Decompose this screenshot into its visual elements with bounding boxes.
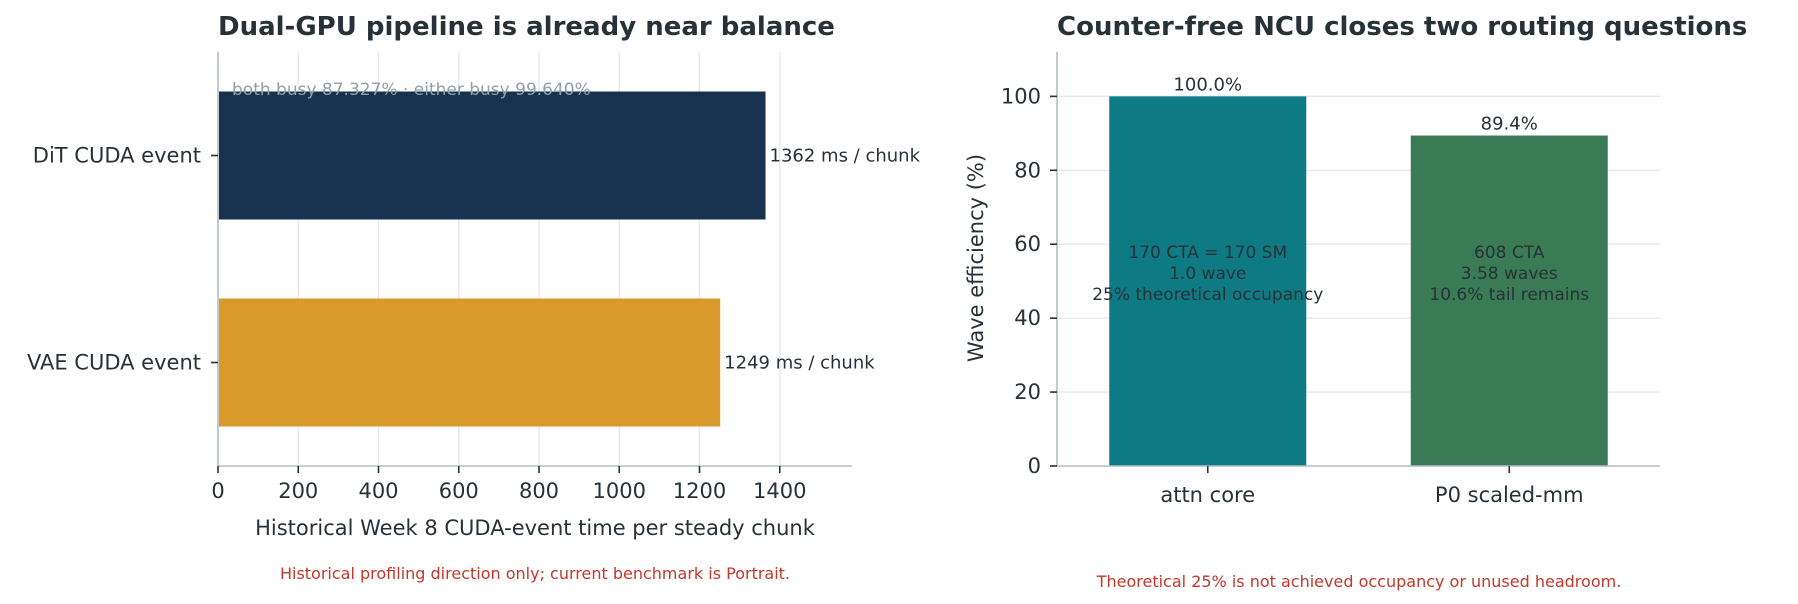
left-x-tick-label: 0 [211,479,224,503]
left-x-tick-label: 800 [519,479,559,503]
bar-value-label: 1362 ms / chunk [770,146,921,167]
busy-annotation: both busy 87.327% · either busy 99.640% [232,80,591,100]
right-y-tick-label: 60 [1014,232,1041,256]
left-y-tick-label: VAE CUDA event [27,351,201,375]
right-y-tick-label: 100 [1001,84,1041,108]
bar-value-label: 100.0% [1173,74,1242,95]
bar-dit [219,91,766,220]
bar-inner-label: 170 CTA = 170 SM [1128,243,1287,263]
bar-p0-scaled-mm [1410,135,1608,466]
left-x-tick-label: 1200 [673,479,726,503]
bar-value-label: 89.4% [1481,114,1538,135]
right-footnote: Theoretical 25% is not achieved occupanc… [1096,572,1622,591]
bar-inner-label: 10.6% tail remains [1429,285,1589,305]
left-chart-title: Dual-GPU pipeline is already near balanc… [218,12,835,42]
left-x-tick-label: 600 [439,479,479,503]
left-x-tick-label: 200 [278,479,318,503]
bar-inner-label: 1.0 wave [1169,264,1246,284]
left-x-axis-label: Historical Week 8 CUDA-event time per st… [255,516,816,540]
right-y-tick-label: 0 [1028,454,1041,478]
right-chart-title: Counter-free NCU closes two routing ques… [1057,12,1747,42]
bar-inner-label: 3.58 waves [1461,264,1558,284]
right-y-tick-label: 20 [1014,380,1041,404]
left-y-tick-label: DiT CUDA event [33,144,201,168]
bar-inner-label: 25% theoretical occupancy [1092,285,1323,305]
left-x-tick-label: 1400 [753,479,806,503]
left-x-tick-label: 400 [358,479,398,503]
right-x-tick-label: P0 scaled-mm [1435,483,1584,507]
right-y-tick-label: 80 [1014,158,1041,182]
right-chart: Counter-free NCU closes two routing ques… [964,12,1747,591]
bar-attn-core [1109,96,1307,466]
bar-value-label: 1249 ms / chunk [724,353,875,374]
bar-inner-label: 608 CTA [1474,243,1545,263]
right-y-tick-label: 40 [1014,306,1041,330]
left-x-tick-label: 1000 [593,479,646,503]
right-y-axis-label: Wave efficiency (%) [964,154,988,362]
left-chart: Dual-GPU pipeline is already near balanc… [27,12,921,583]
right-x-tick-label: attn core [1160,483,1255,507]
bar-vae [219,298,721,427]
left-footnote: Historical profiling direction only; cur… [280,564,790,583]
